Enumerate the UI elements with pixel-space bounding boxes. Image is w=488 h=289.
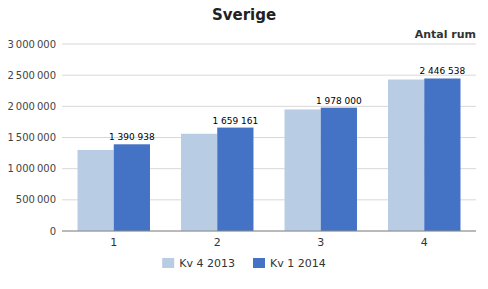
y-tick-label: 0	[50, 226, 56, 237]
grid-line	[62, 44, 476, 45]
title: Sverige	[212, 6, 276, 24]
y-tick-label: 2 500 000	[7, 70, 56, 81]
subtitle: Antal rum	[415, 28, 476, 41]
bar	[181, 134, 217, 231]
bar	[424, 78, 460, 231]
legend-label: Kv 4 2013	[179, 257, 235, 270]
bar	[285, 109, 321, 231]
y-tick-label: 1 000 000	[7, 163, 56, 174]
bar	[78, 150, 114, 231]
legend-swatch	[253, 258, 265, 268]
y-tick-label: 2 000 000	[7, 101, 56, 112]
bar	[217, 128, 253, 231]
legend-swatch	[162, 258, 174, 268]
data-label: 1 978 000	[316, 96, 362, 106]
bar	[321, 108, 357, 231]
grid-line	[62, 75, 476, 76]
grid-line	[62, 231, 476, 232]
x-tick-label: 2	[214, 236, 221, 249]
x-axis	[62, 231, 476, 232]
x-tick-label: 3	[317, 236, 324, 249]
x-tick-label: 4	[421, 236, 428, 249]
chart: Sverige Antal rum 0 500 000 1 000 000 1 500 0…	[0, 0, 488, 289]
x-tick-label: 1	[110, 236, 117, 249]
bar	[388, 80, 424, 231]
bars	[78, 78, 461, 231]
y-tick-label: 500 000	[16, 194, 56, 205]
data-label: 2 446 538	[419, 66, 465, 76]
bar	[114, 144, 150, 231]
y-tick-label: 3 000 000	[7, 39, 56, 50]
y-tick-label: 1 500 000	[7, 132, 56, 143]
data-labels: 1 390 938 1 659 161 1 978 000 2 446 538	[109, 66, 466, 142]
data-label: 1 659 161	[212, 116, 258, 126]
legend: Kv 4 2013 Kv 1 2014	[162, 257, 326, 270]
data-label: 1 390 938	[109, 132, 155, 142]
legend-label: Kv 1 2014	[270, 257, 326, 270]
